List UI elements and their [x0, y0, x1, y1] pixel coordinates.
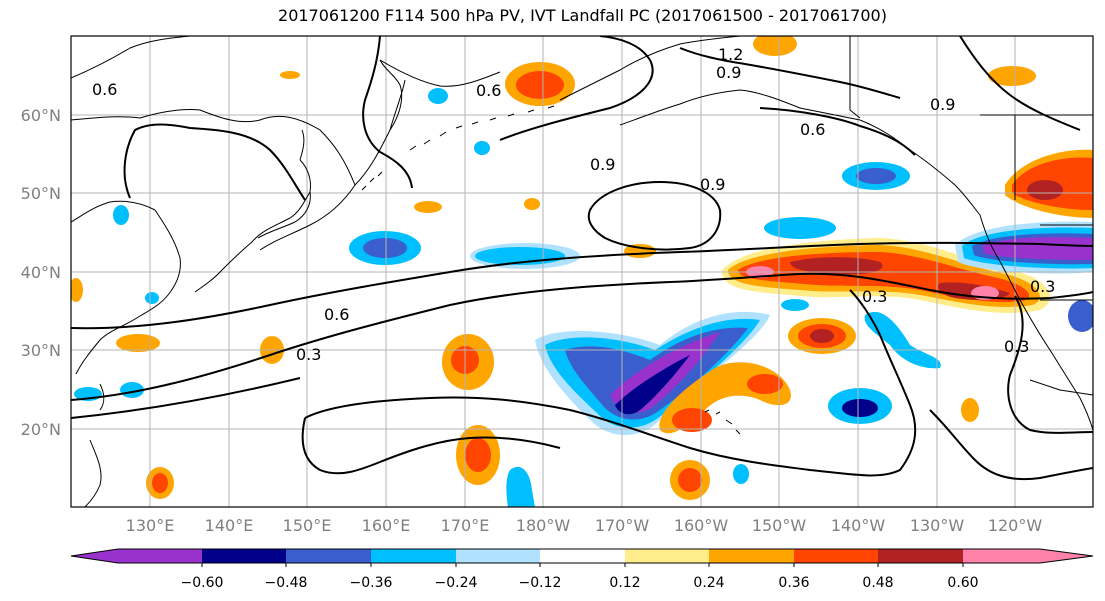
lon-label: 160°E [362, 516, 411, 535]
positive-anomaly-patch [672, 408, 712, 432]
lat-label: 30°N [21, 341, 61, 360]
contour-label: 0.3 [1030, 277, 1055, 296]
colorbar-tick-label: −0.24 [435, 575, 478, 591]
negative-anomaly-patch [113, 205, 129, 225]
lon-label: 170°W [595, 516, 650, 535]
positive-anomaly-patch [280, 71, 300, 79]
negative-anomaly-patch [733, 464, 749, 484]
contour-label: 0.6 [476, 81, 501, 100]
plot-frame [70, 35, 1094, 508]
plot-area: 0.6 1.2 0.9 0.9 0.9 0.6 0.9 0.6 0.3 0.6 … [71, 36, 1093, 507]
contour-label: 1.2 [718, 45, 743, 64]
colorbar-tick-labels: −0.60 −0.48 −0.36 −0.24 −0.12 0.12 0.24 … [181, 575, 979, 591]
longitude-labels: 130°E 140°E 150°E 160°E 170°E 180°W 170°… [126, 516, 1043, 535]
positive-anomaly-patch [747, 374, 783, 394]
colorbar-segment [371, 549, 456, 563]
positive-anomaly-patch [152, 473, 168, 493]
lon-label: 130°W [910, 516, 965, 535]
negative-anomaly-patch [145, 292, 159, 304]
colorbar-segment [202, 549, 286, 563]
latitude-labels: 60°N 50°N 40°N 30°N 20°N [21, 106, 61, 439]
positive-anomaly-patch [988, 66, 1036, 86]
positive-anomaly-patch [810, 329, 834, 343]
negative-anomaly-patch [506, 466, 535, 507]
negative-anomaly-patch [1068, 300, 1093, 332]
colorbar-segment [118, 549, 202, 563]
positive-anomaly-patch [524, 198, 540, 210]
positive-anomaly-patch [961, 398, 979, 422]
colorbar-tick-label: −0.36 [350, 575, 393, 591]
negative-anomaly-patch [428, 88, 448, 104]
positive-anomaly-patch [678, 468, 702, 492]
colorbar-extend-min [71, 549, 118, 563]
colorbar-segment [794, 549, 878, 563]
lat-label: 20°N [21, 420, 61, 439]
colorbar-tick-label: 0.12 [609, 575, 640, 591]
contour-label: 0.6 [800, 120, 825, 139]
positive-anomaly-peak [1027, 180, 1063, 200]
negative-anomaly-patch [864, 311, 941, 369]
colorbar [70, 548, 1094, 567]
contour-label: 0.9 [700, 175, 725, 194]
contour-label: 0.9 [716, 63, 741, 82]
lon-label: 130°E [126, 516, 175, 535]
colorbar-extend-max [1040, 549, 1093, 563]
positive-anomaly-patch [116, 334, 160, 352]
negative-anomaly-patch [781, 299, 809, 311]
contour-label: 0.3 [296, 345, 321, 364]
lat-label: 40°N [21, 263, 61, 282]
contour-label: 0.6 [92, 80, 117, 99]
lon-label: 120°W [988, 516, 1043, 535]
contour-label: 0.9 [930, 95, 955, 114]
colorbar-tick-label: −0.12 [519, 575, 562, 591]
colorbar-segment [286, 549, 371, 563]
colorbar-tick-label: 0.60 [947, 575, 978, 591]
colorbar-tick-label: 0.48 [862, 575, 893, 591]
contour-label: 0.3 [1004, 337, 1029, 356]
contour-label: 0.9 [590, 155, 615, 174]
positive-anomaly-band [790, 257, 883, 275]
negative-anomaly-patch [764, 217, 836, 239]
anomaly-fills [71, 36, 1093, 507]
colorbar-tick-label: 0.36 [778, 575, 809, 591]
colorbar-segment [709, 549, 794, 563]
positive-anomaly-patch [71, 278, 83, 302]
contour-label: 0.6 [324, 305, 349, 324]
contour-labels: 0.6 1.2 0.9 0.9 0.9 0.6 0.9 0.6 0.3 0.6 … [92, 45, 1055, 364]
colorbar-segment [963, 549, 1040, 563]
positive-anomaly-patch [516, 71, 564, 99]
contour-label: 0.3 [862, 287, 887, 306]
lon-label: 180°W [516, 516, 571, 535]
negative-anomaly-patch [474, 141, 490, 155]
coastlines [71, 36, 1093, 507]
negative-anomaly-patch [842, 399, 878, 417]
colorbar-segment [540, 549, 625, 563]
lon-label: 150°W [752, 516, 807, 535]
lon-label: 140°W [831, 516, 886, 535]
positive-anomaly-patch [753, 36, 797, 56]
colorbar-tick-label: −0.60 [181, 575, 224, 591]
negative-anomaly-tongue [615, 355, 690, 415]
lon-label: 160°W [674, 516, 729, 535]
positive-anomaly-patch [414, 201, 442, 213]
lon-label: 150°E [283, 516, 332, 535]
contour-lines [71, 36, 1093, 481]
positive-anomaly-patch [465, 438, 491, 472]
colorbar-segment [625, 549, 709, 563]
negative-anomaly-patch [120, 382, 144, 398]
lon-label: 170°E [441, 516, 490, 535]
map-title: 2017061200 F114 500 hPa PV, IVT Landfall… [278, 6, 887, 25]
lat-label: 60°N [21, 106, 61, 125]
colorbar-segment [878, 549, 963, 563]
negative-anomaly-patch [856, 168, 896, 184]
colorbar-segment [456, 549, 540, 563]
colorbar-outline [70, 548, 1094, 564]
lon-label: 140°E [205, 516, 254, 535]
colorbar-tick-label: −0.48 [265, 575, 308, 591]
negative-anomaly-patch [363, 238, 407, 258]
lat-label: 50°N [21, 184, 61, 203]
colorbar-tick-label: 0.24 [693, 575, 724, 591]
